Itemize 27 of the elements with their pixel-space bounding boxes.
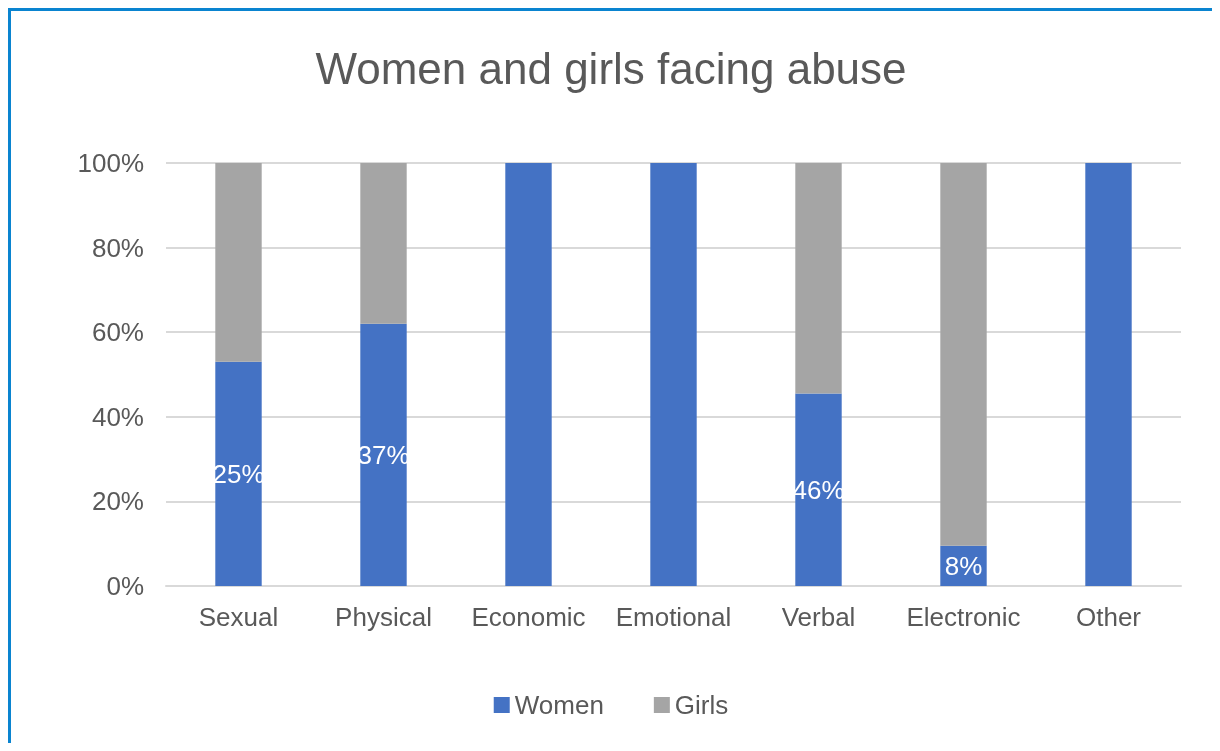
- x-tick-label: Emotional: [615, 602, 732, 632]
- x-tick-label: Economic: [471, 602, 586, 632]
- bar: [795, 393, 842, 586]
- bar: [650, 163, 697, 586]
- bar: [940, 163, 987, 546]
- y-tick-label: 100%: [77, 148, 144, 178]
- bar: [215, 163, 262, 362]
- x-tick-label: Electronic: [906, 602, 1021, 632]
- x-tick-label: Sexual: [198, 602, 279, 632]
- annotation: 8%: [944, 550, 983, 581]
- x-tick-label: Physical: [335, 602, 432, 632]
- y-tick-label: 0%: [106, 571, 144, 601]
- x-tick-label: Verbal: [781, 602, 856, 632]
- legend-label: Women: [514, 690, 604, 720]
- bar: [1085, 163, 1132, 586]
- chart-title: Women and girls facing abuse: [315, 43, 907, 93]
- x-tick-label: Other: [1075, 602, 1142, 632]
- legend-label: Girls: [674, 690, 729, 720]
- bar: [505, 163, 552, 586]
- bar: [215, 361, 262, 586]
- y-tick-label: 20%: [91, 486, 144, 517]
- bar: [360, 323, 407, 586]
- y-tick-label: 60%: [91, 317, 144, 348]
- y-tick-label: 80%: [91, 232, 144, 263]
- bar: [360, 163, 407, 324]
- y-tick-label: 40%: [91, 401, 144, 432]
- bar: [795, 163, 842, 394]
